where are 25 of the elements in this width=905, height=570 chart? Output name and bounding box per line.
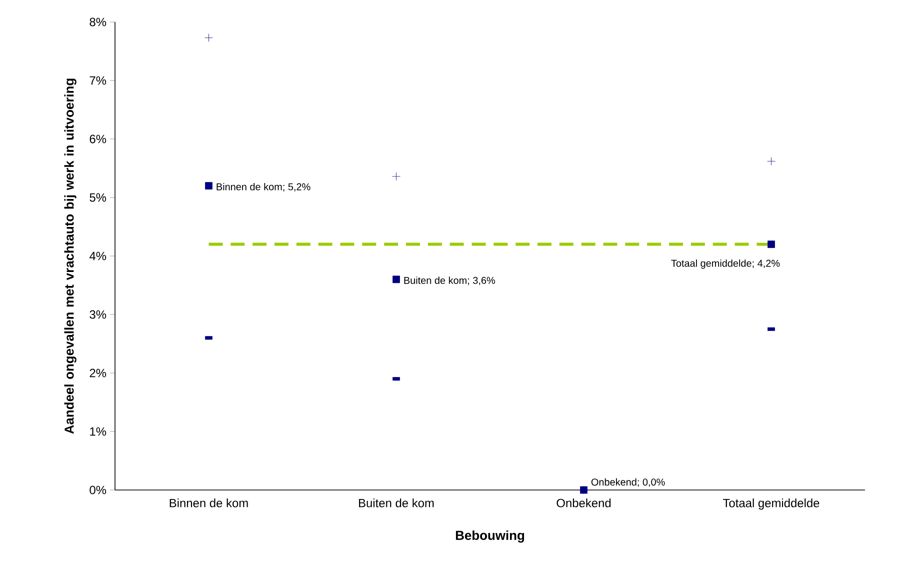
point: [392, 172, 400, 181]
y-tick-label: 4%: [90, 252, 106, 260]
x-tick-label: Onbekend: [556, 498, 611, 508]
data-label: Buiten de kom; 3,6%: [404, 276, 496, 286]
y-tick-label: 7%: [90, 76, 106, 85]
x-tick-label: Binnen de kom: [170, 498, 248, 508]
x-tick-label: Buiten de kom: [359, 498, 434, 508]
y-tick-label: 5%: [90, 193, 106, 202]
point: [392, 276, 400, 284]
data-label: Binnen de kom; 5,2%: [216, 182, 310, 192]
x-axis-title: Bebouwing: [456, 530, 524, 543]
point: [768, 240, 775, 248]
y-tick-label: 3%: [90, 310, 106, 319]
point: [767, 157, 776, 166]
y-tick-label: 2%: [90, 368, 106, 378]
point: [204, 34, 213, 42]
y-tick-label: 8%: [90, 18, 106, 26]
point: [205, 182, 212, 190]
data-label: Totaal gemiddelde; 4,2%: [671, 259, 780, 269]
y-axis-title: Aandeel ongevallen met vrachtauto bij werk in uitvoering: [64, 78, 76, 434]
data-label: Onbekend; 0,0%: [591, 478, 665, 487]
y-tick-label: 6%: [90, 134, 106, 144]
y-tick-label: 1%: [90, 427, 106, 436]
x-tick-label: Totaal gemiddelde: [723, 498, 820, 510]
y-tick-label: 0%: [90, 486, 106, 494]
